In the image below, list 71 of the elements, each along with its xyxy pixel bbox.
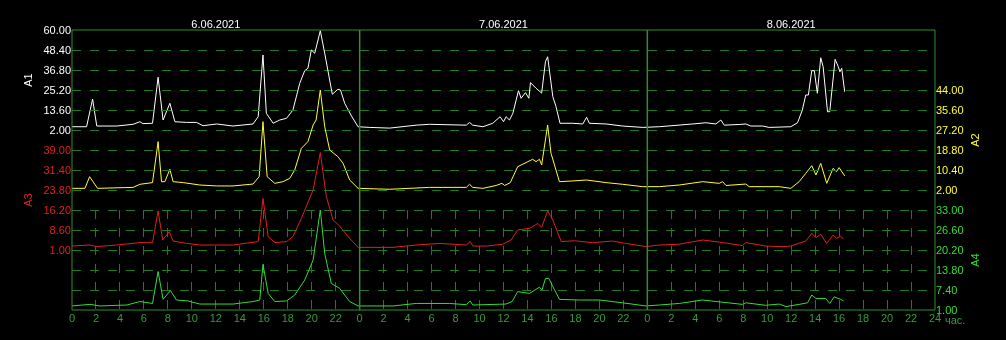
y-tick-label: 35.60: [936, 103, 964, 116]
y-tick-label: 20.20: [936, 243, 964, 256]
x2-tick-label: 8.06.2021: [766, 17, 816, 30]
x2-tick-label: 6.06.2021: [191, 17, 241, 30]
y-tick-label: 16.20: [43, 203, 71, 216]
x-tick-label: 10: [473, 312, 486, 324]
y-tick-label: 60.00: [43, 23, 71, 36]
x-tick-label: 14: [521, 312, 534, 324]
line-series: [72, 90, 846, 190]
x-tick-label: 16: [257, 312, 270, 324]
x-tick-label: 6: [428, 312, 435, 324]
y-tick-label: 36.80: [43, 63, 71, 76]
y-tick-label: 13.60: [43, 103, 71, 116]
y-tick-label: 23.80: [43, 183, 71, 196]
y-axis-title: A1: [22, 73, 35, 87]
y-tick-label: 27.20: [936, 123, 964, 136]
y-axis-title: A4: [968, 253, 981, 267]
y-axis-title: A3: [22, 193, 35, 207]
line-series: [72, 210, 845, 308]
y-tick-label: 25.20: [43, 83, 71, 96]
x-tick-label: 8: [740, 312, 747, 324]
y-tick-label: 44.00: [936, 83, 964, 96]
x-tick-label: 10: [185, 312, 198, 324]
y-tick-label: 18.80: [936, 143, 964, 156]
line-series: [72, 152, 845, 248]
x-tick-label: 18: [856, 312, 870, 324]
y-tick-label: 8.60: [49, 223, 71, 236]
x-tick-label: 22: [329, 312, 342, 324]
x-tick-label: 16: [832, 312, 846, 324]
y-tick-label: 48.40: [43, 43, 71, 56]
y-tick-label: 2.00: [936, 183, 958, 196]
x-axis-title: час.: [945, 314, 966, 326]
x-tick-label: 0: [644, 312, 651, 324]
x-tick-label: 12: [785, 312, 798, 324]
x-tick-label: 6: [716, 312, 723, 324]
x-tick-label: 12: [497, 312, 510, 324]
x-tick-label: 8: [164, 312, 171, 324]
y-tick-label: 2.00: [49, 123, 71, 136]
x-tick-label: 20: [305, 312, 318, 324]
x-tick-label: 0: [356, 312, 363, 324]
x-tick-label: 14: [809, 312, 822, 324]
line-series: [72, 30, 846, 129]
y-tick-label: 7.40: [936, 283, 958, 296]
x-tick-label: 20: [593, 312, 606, 324]
x-tick-label: 10: [761, 312, 774, 324]
x-tick-label: 22: [904, 312, 918, 324]
y-tick-label: 31.40: [43, 163, 71, 176]
x-tick-label: 2: [92, 312, 100, 324]
y-tick-label: 1.00: [49, 243, 71, 256]
x-tick-label: 6: [140, 312, 147, 324]
x-tick-label: 0: [68, 312, 76, 324]
x-tick-label: 18: [569, 312, 582, 324]
y-tick-label: 33.00: [936, 203, 964, 216]
y-tick-label: 10.40: [936, 163, 964, 176]
y-tick-label: 39.00: [43, 143, 71, 156]
x-tick-label: 14: [233, 312, 246, 324]
x-tick-label: 18: [281, 312, 294, 324]
x-tick-label: 16: [545, 312, 558, 324]
x-tick-label: 22: [617, 312, 630, 324]
x-tick-label: 4: [404, 312, 411, 324]
x-tick-label: 8: [452, 312, 459, 324]
x-tick-label: 20: [880, 312, 894, 324]
x-tick-label: 12: [209, 312, 222, 324]
x-tick-label: 2: [380, 312, 387, 324]
y-tick-label: 26.60: [936, 223, 964, 236]
y-axis-title: A2: [968, 133, 981, 147]
x-tick-label: 2: [668, 312, 675, 324]
x-tick-label: 4: [692, 312, 699, 324]
y-tick-label: 13.80: [936, 263, 964, 276]
x-tick-label: 4: [116, 312, 123, 324]
x2-tick-label: 7.06.2021: [479, 17, 528, 30]
